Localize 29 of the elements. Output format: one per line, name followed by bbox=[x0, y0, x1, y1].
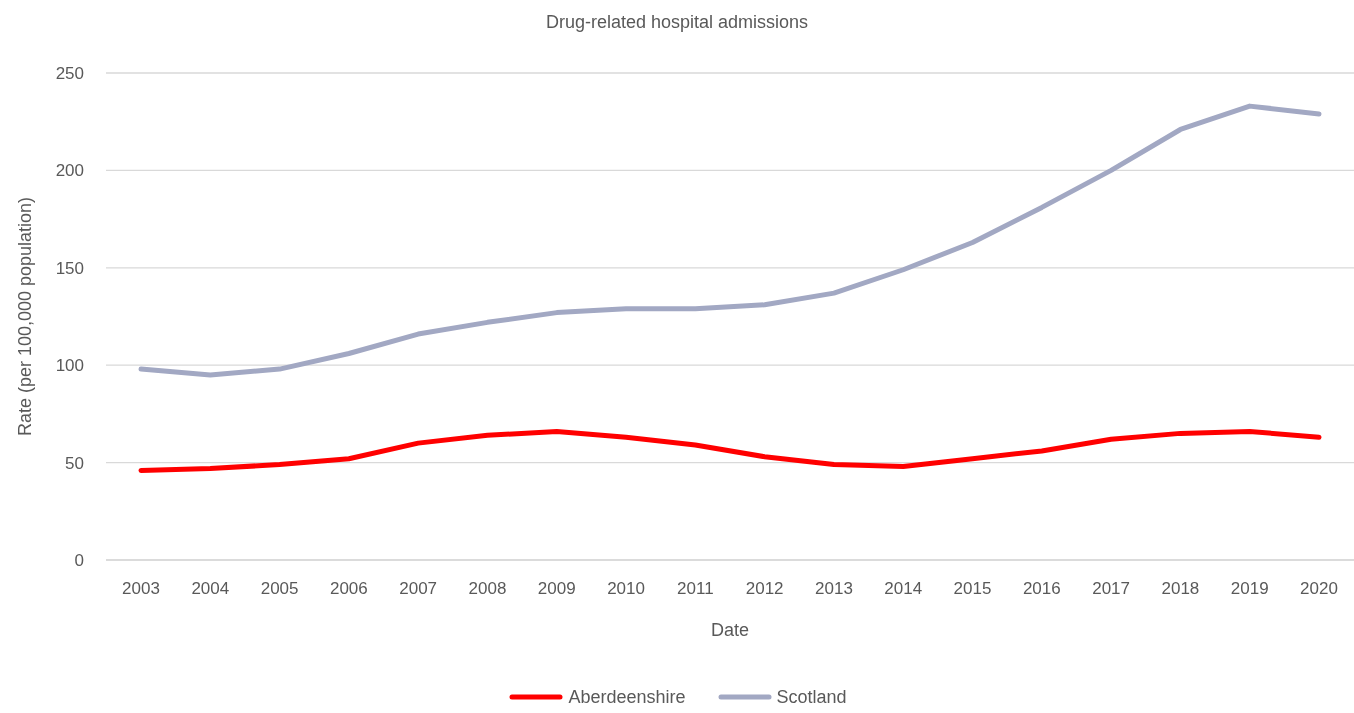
x-tick-label: 2014 bbox=[884, 579, 923, 599]
x-tick-label: 2012 bbox=[745, 579, 784, 599]
y-axis-title: Rate (per 100,000 population) bbox=[15, 196, 35, 437]
x-axis-title: Date bbox=[710, 620, 750, 640]
x-tick-label: 2006 bbox=[329, 579, 368, 599]
chart-title: Drug-related hospital admissions bbox=[544, 11, 810, 34]
y-tick-label: 100 bbox=[55, 356, 84, 376]
y-tick-label: 250 bbox=[55, 64, 84, 84]
y-tick-label: 150 bbox=[55, 258, 84, 278]
x-tick-label: 2017 bbox=[1092, 579, 1131, 599]
x-tick-label: 2016 bbox=[1022, 579, 1061, 599]
x-tick-label: 2015 bbox=[953, 579, 992, 599]
legend-label: Aberdeenshire bbox=[568, 686, 686, 708]
x-tick-label: 2013 bbox=[815, 579, 853, 599]
x-tick-label: 2005 bbox=[260, 579, 299, 599]
x-tick-label: 2007 bbox=[399, 579, 438, 599]
legend-label: Scotland bbox=[776, 686, 847, 708]
x-tick-label: 2008 bbox=[468, 579, 507, 599]
x-tick-label: 2009 bbox=[537, 579, 576, 599]
y-tick-label: 50 bbox=[65, 453, 84, 473]
x-tick-label: 2019 bbox=[1230, 579, 1269, 599]
x-tick-label: 2018 bbox=[1161, 579, 1200, 599]
y-tick-label: 200 bbox=[55, 161, 84, 181]
x-tick-label: 2003 bbox=[122, 579, 160, 599]
x-tick-label: 2010 bbox=[607, 579, 645, 599]
y-tick-label: 0 bbox=[74, 551, 84, 571]
x-tick-label: 2004 bbox=[191, 579, 230, 599]
x-tick-label: 2020 bbox=[1300, 579, 1338, 599]
x-tick-label: 2011 bbox=[677, 579, 714, 599]
